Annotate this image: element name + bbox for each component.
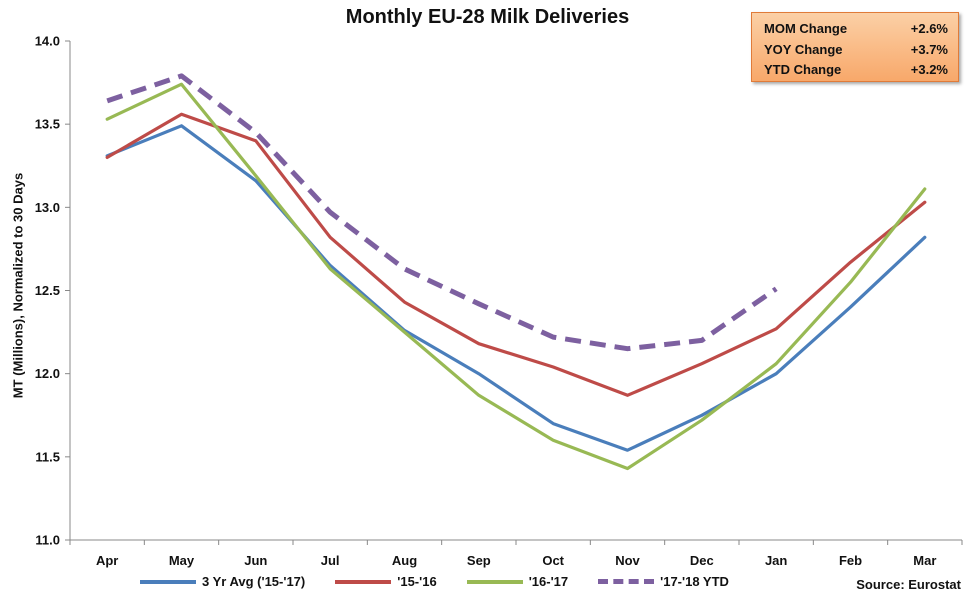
legend-item-17-18-ytd: '17-'18 YTD bbox=[598, 574, 729, 589]
series-lines bbox=[105, 73, 927, 471]
x-tick-label: May bbox=[169, 553, 195, 568]
info-row-mom: MOM Change +2.6% bbox=[764, 19, 948, 40]
series-line-3-yr-avg-15-17 bbox=[105, 124, 927, 452]
info-label: MOM Change bbox=[764, 21, 848, 36]
x-tick-label: Jun bbox=[244, 553, 267, 568]
tick-labels: 11.0 11.5 12.0 12.5 13.0 13.5 14.0 Apr May Jun Jul… bbox=[35, 34, 937, 569]
y-tick-label: 13.0 bbox=[35, 200, 60, 215]
y-tick-label: 11.0 bbox=[35, 533, 60, 548]
legend-item-16-17: '16-'17 bbox=[466, 574, 569, 589]
legend-item-15-16: '15-'16 bbox=[335, 574, 437, 589]
legend: 3 Yr Avg ('15-'17) '15-'16 '16-'17 '17-'… bbox=[140, 574, 759, 589]
x-tick-label: Oct bbox=[542, 553, 564, 568]
legend-label: 3 Yr Avg ('15-'17) bbox=[202, 574, 306, 589]
y-tick-label: 14.0 bbox=[35, 34, 60, 49]
x-tick-label: Sep bbox=[467, 553, 491, 568]
legend-item-3yr-avg: 3 Yr Avg ('15-'17) bbox=[140, 574, 305, 589]
x-tick-label: Aug bbox=[392, 553, 417, 568]
legend-swatch bbox=[335, 579, 392, 584]
x-tick-label: Mar bbox=[913, 553, 936, 568]
axes bbox=[65, 40, 963, 545]
legend-label: '15-'16 bbox=[397, 574, 437, 589]
series-line-15-16 bbox=[105, 112, 927, 397]
info-label: YTD Change bbox=[764, 62, 842, 77]
info-value: +2.6% bbox=[910, 21, 948, 36]
x-tick-label: Apr bbox=[96, 553, 118, 568]
chart-title: Monthly EU-28 Milk Deliveries bbox=[345, 6, 630, 28]
y-tick-label: 12.0 bbox=[35, 366, 60, 381]
series-line-17-18-ytd bbox=[106, 73, 778, 352]
legend-swatch bbox=[598, 579, 655, 584]
info-value: +3.7% bbox=[910, 41, 948, 57]
info-row-yoy: YOY Change +3.7% bbox=[764, 40, 948, 61]
y-tick-label: 11.5 bbox=[35, 449, 60, 464]
info-value: +3.2% bbox=[910, 62, 948, 77]
source-note: Source: Eurostat bbox=[856, 577, 961, 592]
legend-swatch bbox=[140, 579, 196, 584]
legend-swatch bbox=[466, 579, 523, 584]
y-tick-label: 13.5 bbox=[35, 117, 60, 132]
change-summary-box: MOM Change +2.6% YOY Change +3.7% YTD Ch… bbox=[751, 12, 959, 82]
legend-label: '16-'17 bbox=[528, 574, 569, 589]
y-tick-label: 12.5 bbox=[35, 283, 60, 298]
series-line-16-17 bbox=[105, 82, 927, 471]
x-tick-label: Nov bbox=[615, 553, 640, 568]
x-tick-label: Jul bbox=[321, 553, 340, 568]
info-label: YOY Change bbox=[764, 41, 843, 57]
legend-label: '17-'18 YTD bbox=[660, 574, 729, 589]
info-row-ytd: YTD Change +3.2% bbox=[764, 60, 948, 81]
x-tick-label: Dec bbox=[690, 553, 714, 568]
x-tick-label: Jan bbox=[765, 553, 787, 568]
x-tick-label: Feb bbox=[839, 553, 862, 568]
